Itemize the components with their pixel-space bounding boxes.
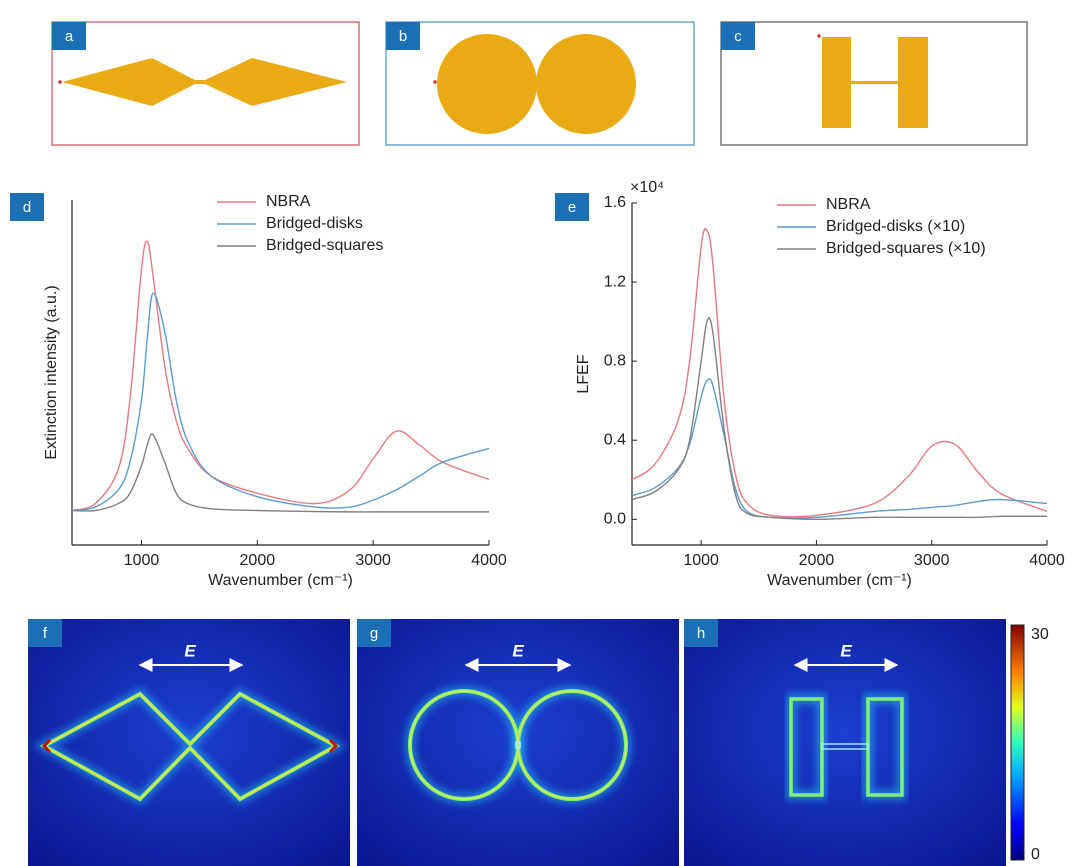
x-tick-label: 2000 — [799, 552, 835, 569]
panel-c — [721, 22, 1027, 145]
y-tick-label: 0.8 — [604, 352, 626, 369]
legend-label: Bridged-disks — [266, 215, 363, 232]
x-tick-label: 4000 — [471, 552, 507, 569]
x-tick-label: 3000 — [914, 552, 950, 569]
x-tick-label: 2000 — [240, 552, 276, 569]
colorbar-label: 30 — [1031, 626, 1049, 643]
y-axis-label: Extinction intensity (a.u.) — [43, 285, 60, 459]
legend-label: Bridged-squares — [266, 237, 383, 254]
panel-b — [386, 22, 694, 145]
x-tick-label: 1000 — [683, 552, 719, 569]
figure: 30 0 E E E abcdefgh1000200030004000Waven… — [0, 0, 1074, 866]
x-axis-label: Wavenumber (cm⁻¹) — [208, 572, 353, 589]
y-multiplier: ×10⁴ — [630, 179, 664, 196]
series-line — [72, 241, 489, 510]
field-label: E — [184, 641, 196, 660]
x-tick-label: 3000 — [355, 552, 391, 569]
panel-label: e — [568, 199, 576, 216]
y-tick-label: 0.4 — [604, 431, 626, 448]
y-tick-label: 1.6 — [604, 194, 626, 211]
colorbar — [1011, 625, 1024, 860]
legend-label: Bridged-disks (×10) — [826, 218, 965, 235]
series-line — [632, 318, 1047, 520]
panel-label: a — [65, 28, 74, 45]
legend-label: Bridged-squares (×10) — [826, 240, 986, 257]
series-line — [632, 379, 1047, 518]
colorbar-label: 0 — [1031, 846, 1040, 863]
panel-a — [52, 22, 359, 145]
legend-label: NBRA — [266, 193, 311, 210]
y-tick-label: 0.0 — [604, 511, 626, 528]
y-axis-label: LFEF — [575, 354, 592, 393]
series-line — [72, 293, 489, 510]
y-tick-label: 1.2 — [604, 273, 626, 290]
x-tick-label: 4000 — [1029, 552, 1065, 569]
panel-label: d — [23, 199, 31, 216]
panel-label: b — [399, 28, 407, 45]
panel-label: h — [697, 625, 705, 642]
field-label: E — [840, 641, 852, 660]
panel-label: c — [734, 28, 742, 45]
series-line — [72, 434, 489, 512]
x-axis-label: Wavenumber (cm⁻¹) — [767, 572, 912, 589]
series-line — [632, 229, 1047, 517]
field-label: E — [512, 641, 524, 660]
legend-label: NBRA — [826, 196, 871, 213]
panel-label: g — [370, 625, 378, 642]
x-tick-label: 1000 — [124, 552, 160, 569]
